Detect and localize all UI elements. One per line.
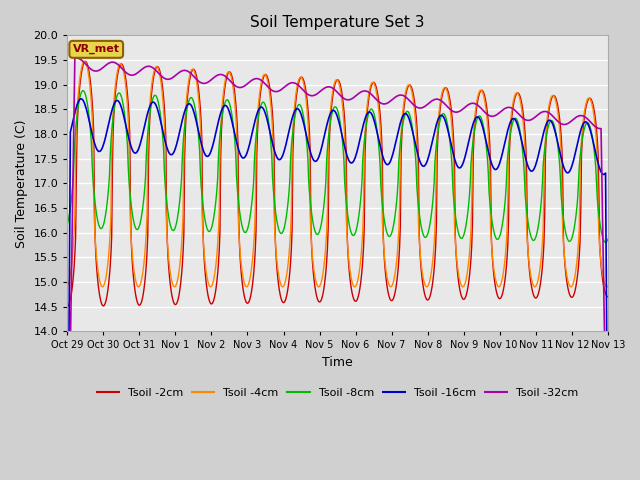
Tsoil -32cm	[404, 96, 412, 102]
Tsoil -2cm	[420, 287, 428, 292]
Tsoil -4cm	[404, 83, 412, 88]
Tsoil -2cm	[81, 59, 89, 64]
Tsoil -2cm	[404, 84, 412, 90]
Tsoil -2cm	[130, 275, 138, 280]
Tsoil -16cm	[77, 96, 84, 102]
Title: Soil Temperature Set 3: Soil Temperature Set 3	[250, 15, 425, 30]
Tsoil -2cm	[184, 86, 192, 92]
Tsoil -4cm	[604, 284, 612, 289]
Line: Tsoil -4cm: Tsoil -4cm	[67, 61, 608, 287]
Tsoil -2cm	[63, 304, 71, 310]
Tsoil -2cm	[213, 278, 221, 284]
Line: Tsoil -8cm: Tsoil -8cm	[67, 91, 608, 242]
Tsoil -32cm	[184, 69, 192, 74]
Tsoil -32cm	[72, 55, 80, 61]
Tsoil -2cm	[73, 126, 81, 132]
Tsoil -4cm	[130, 264, 138, 269]
Tsoil -8cm	[79, 88, 87, 94]
Line: Tsoil -2cm: Tsoil -2cm	[67, 61, 608, 307]
Tsoil -8cm	[213, 187, 221, 192]
Tsoil -4cm	[213, 251, 221, 257]
Tsoil -8cm	[63, 221, 71, 227]
Tsoil -4cm	[420, 277, 428, 283]
Tsoil -4cm	[81, 59, 88, 64]
Tsoil -16cm	[73, 102, 81, 108]
Y-axis label: Soil Temperature (C): Soil Temperature (C)	[15, 119, 28, 248]
Tsoil -8cm	[184, 100, 192, 106]
Tsoil -32cm	[420, 104, 428, 110]
Tsoil -8cm	[130, 217, 138, 223]
Tsoil -4cm	[531, 284, 539, 290]
Tsoil -8cm	[420, 233, 428, 239]
Line: Tsoil -32cm: Tsoil -32cm	[67, 58, 608, 480]
Tsoil -8cm	[602, 240, 609, 245]
Tsoil -2cm	[604, 294, 612, 300]
Tsoil -32cm	[74, 55, 82, 61]
Tsoil -4cm	[63, 283, 71, 289]
Tsoil -16cm	[404, 113, 412, 119]
Tsoil -32cm	[213, 72, 221, 78]
Legend: Tsoil -2cm, Tsoil -4cm, Tsoil -8cm, Tsoil -16cm, Tsoil -32cm: Tsoil -2cm, Tsoil -4cm, Tsoil -8cm, Tsoi…	[93, 384, 582, 403]
Line: Tsoil -16cm: Tsoil -16cm	[67, 99, 608, 480]
Tsoil -4cm	[184, 80, 192, 85]
Tsoil -16cm	[213, 125, 221, 131]
X-axis label: Time: Time	[322, 356, 353, 369]
Tsoil -16cm	[420, 163, 428, 169]
Text: VR_met: VR_met	[73, 44, 120, 54]
Tsoil -8cm	[73, 112, 81, 118]
Tsoil -8cm	[404, 108, 412, 114]
Tsoil -4cm	[73, 108, 81, 113]
Tsoil -16cm	[130, 149, 138, 155]
Tsoil -16cm	[184, 101, 192, 107]
Tsoil -8cm	[604, 237, 612, 242]
Tsoil -32cm	[130, 72, 138, 78]
